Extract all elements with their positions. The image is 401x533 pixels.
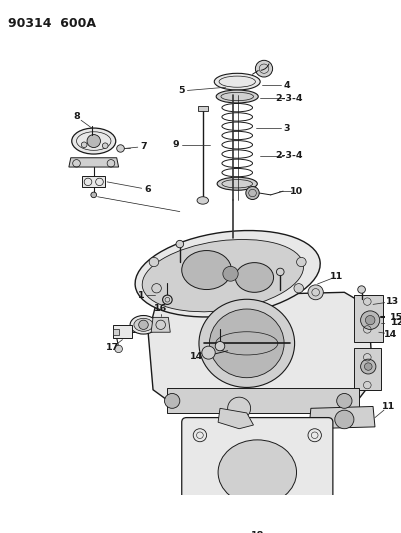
- Circle shape: [193, 503, 206, 516]
- Ellipse shape: [142, 239, 303, 312]
- Text: 11: 11: [381, 402, 394, 411]
- Text: 1: 1: [138, 290, 144, 300]
- Polygon shape: [167, 388, 358, 413]
- Ellipse shape: [235, 263, 273, 292]
- Circle shape: [193, 429, 206, 442]
- Polygon shape: [82, 176, 105, 188]
- Circle shape: [102, 143, 108, 149]
- Text: 3: 3: [283, 124, 290, 133]
- Text: 90314  600A: 90314 600A: [8, 17, 95, 30]
- Text: 17: 17: [106, 343, 119, 352]
- Circle shape: [364, 363, 371, 370]
- Circle shape: [307, 503, 320, 516]
- Ellipse shape: [209, 309, 284, 378]
- Circle shape: [387, 313, 396, 322]
- Ellipse shape: [134, 318, 153, 332]
- Circle shape: [152, 284, 161, 293]
- Circle shape: [176, 240, 183, 248]
- Circle shape: [162, 295, 172, 304]
- Circle shape: [336, 393, 351, 408]
- Polygon shape: [353, 295, 382, 342]
- Text: 14: 14: [383, 329, 396, 338]
- Circle shape: [307, 429, 320, 442]
- Circle shape: [222, 266, 237, 281]
- Ellipse shape: [198, 299, 294, 387]
- Text: 15: 15: [389, 313, 401, 322]
- Polygon shape: [151, 317, 170, 332]
- Circle shape: [87, 134, 100, 148]
- Ellipse shape: [218, 440, 296, 505]
- Circle shape: [227, 397, 250, 419]
- Polygon shape: [69, 158, 118, 167]
- Circle shape: [360, 359, 375, 374]
- Text: 16: 16: [154, 304, 167, 312]
- Circle shape: [215, 342, 224, 351]
- Circle shape: [115, 345, 122, 353]
- Circle shape: [296, 257, 306, 266]
- Text: 13: 13: [385, 297, 398, 306]
- Ellipse shape: [216, 90, 257, 103]
- Bar: [113, 329, 118, 335]
- Polygon shape: [353, 348, 380, 390]
- Circle shape: [201, 346, 215, 359]
- Ellipse shape: [181, 251, 231, 289]
- Circle shape: [116, 145, 124, 152]
- Text: 7: 7: [140, 142, 146, 151]
- Circle shape: [81, 142, 87, 148]
- Ellipse shape: [71, 128, 115, 154]
- Text: 10: 10: [289, 187, 302, 196]
- Text: 8: 8: [73, 112, 80, 122]
- Text: 5: 5: [178, 86, 184, 95]
- Text: 9: 9: [172, 140, 179, 149]
- Bar: [113, 325, 132, 338]
- Text: 18: 18: [250, 531, 263, 533]
- Circle shape: [334, 410, 353, 429]
- Text: 4: 4: [283, 81, 290, 90]
- Text: 14: 14: [189, 352, 202, 361]
- Polygon shape: [218, 408, 253, 429]
- Circle shape: [138, 320, 148, 329]
- Polygon shape: [308, 407, 374, 429]
- Text: 6: 6: [144, 185, 150, 194]
- Text: 2-3-4: 2-3-4: [274, 151, 302, 160]
- Ellipse shape: [214, 74, 259, 90]
- Circle shape: [357, 286, 365, 293]
- Text: 11: 11: [329, 272, 342, 281]
- Circle shape: [276, 268, 284, 276]
- Text: 2-3-4: 2-3-4: [274, 94, 302, 103]
- Ellipse shape: [135, 231, 320, 317]
- Bar: [198, 106, 207, 111]
- Circle shape: [293, 284, 303, 293]
- Circle shape: [255, 60, 272, 77]
- Circle shape: [365, 316, 374, 325]
- Circle shape: [307, 285, 322, 300]
- Circle shape: [360, 311, 379, 329]
- Ellipse shape: [217, 177, 257, 190]
- Circle shape: [164, 393, 179, 408]
- Polygon shape: [148, 292, 372, 408]
- Circle shape: [91, 192, 96, 198]
- Ellipse shape: [196, 197, 208, 204]
- Ellipse shape: [130, 316, 156, 334]
- Circle shape: [149, 257, 158, 266]
- Circle shape: [245, 187, 259, 199]
- FancyBboxPatch shape: [181, 417, 332, 527]
- Text: 12: 12: [390, 318, 401, 327]
